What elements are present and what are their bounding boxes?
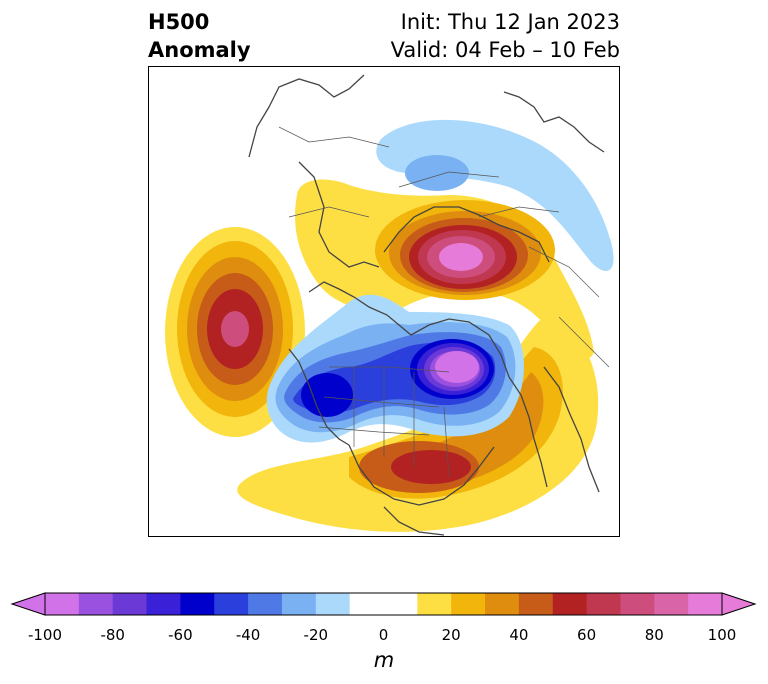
colorbar-tick-label: 60 <box>577 626 597 644</box>
colorbar-segment <box>451 593 486 615</box>
colorbar-segment <box>214 593 249 615</box>
colorbar-segment <box>586 593 621 615</box>
title-line-1: H500 <box>148 10 210 34</box>
colorbar-tick-label: 100 <box>707 626 737 644</box>
init-date: Init: Thu 12 Jan 2023 <box>400 10 620 34</box>
colorbar-tick-label: -100 <box>27 626 63 644</box>
anomaly-canada-negative <box>266 294 524 443</box>
colorbar-segment <box>349 593 384 615</box>
map-subtitle: Init: Thu 12 Jan 2023 Valid: 04 Feb – 10… <box>391 8 620 64</box>
map-panel <box>148 66 620 537</box>
colorbar-segment <box>552 593 588 615</box>
anomaly-siberia-positive <box>295 179 594 359</box>
map-title: H500 Anomaly <box>148 8 251 64</box>
colorbar-segment <box>620 593 655 615</box>
colorbar-segment <box>248 593 283 615</box>
colorbar-tick-label: 40 <box>509 626 529 644</box>
colorbar-segment <box>281 593 317 615</box>
colorbar-unit: m <box>373 648 395 672</box>
colorbar-extend-max <box>721 592 757 616</box>
valid-dates: Valid: 04 Feb – 10 Feb <box>390 38 620 62</box>
colorbar-segment <box>315 593 351 615</box>
colorbar-segment <box>180 593 215 615</box>
colorbar-outline <box>44 592 723 616</box>
colorbar-segment <box>146 593 181 615</box>
colorbar-segment <box>112 593 148 615</box>
colorbar-segment <box>78 593 114 615</box>
anomaly-map <box>165 74 614 536</box>
title-line-2: Anomaly <box>148 38 251 62</box>
colorbar-tick-label: 80 <box>644 626 664 644</box>
colorbar-tick-label: -40 <box>235 626 261 644</box>
anomaly-europe-negative <box>376 119 614 272</box>
colorbar-segment <box>485 593 520 615</box>
coastlines <box>248 74 605 536</box>
colorbar-tick-label: -80 <box>100 626 125 644</box>
colorbar-tick-label: 20 <box>441 626 461 644</box>
borders <box>278 126 610 478</box>
colorbar-extend-min <box>10 592 46 616</box>
colorbar-segment <box>383 593 418 615</box>
colorbar-segment <box>45 593 80 615</box>
colorbar-segment <box>417 593 452 615</box>
colorbar-segment <box>688 593 723 615</box>
colorbar <box>10 592 757 616</box>
colorbar-segment <box>518 593 554 615</box>
colorbar-segment <box>654 593 689 615</box>
colorbar-tick-label: -20 <box>303 626 329 644</box>
colorbar-tick-label: 0 <box>378 626 389 644</box>
colorbar-tick-label: -60 <box>168 626 193 644</box>
